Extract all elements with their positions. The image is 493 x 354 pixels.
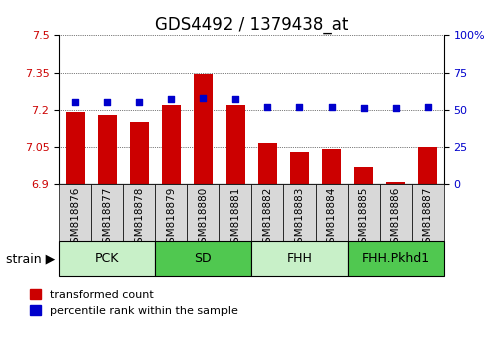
Bar xyxy=(290,152,309,184)
Point xyxy=(135,99,143,105)
FancyBboxPatch shape xyxy=(380,184,412,241)
Text: FHH.Pkhd1: FHH.Pkhd1 xyxy=(361,252,430,265)
Text: GSM818876: GSM818876 xyxy=(70,187,80,250)
Bar xyxy=(418,147,437,184)
Bar xyxy=(130,122,149,184)
Bar xyxy=(386,182,405,184)
Text: GSM818883: GSM818883 xyxy=(294,187,305,250)
Text: PCK: PCK xyxy=(95,252,119,265)
Point xyxy=(295,104,303,110)
Point xyxy=(71,99,79,105)
Text: SD: SD xyxy=(195,252,212,265)
Text: GSM818882: GSM818882 xyxy=(262,187,273,250)
Bar xyxy=(322,149,341,184)
Point xyxy=(199,95,207,101)
Text: GSM818886: GSM818886 xyxy=(390,187,401,250)
FancyBboxPatch shape xyxy=(155,241,251,276)
FancyBboxPatch shape xyxy=(251,184,283,241)
Bar xyxy=(162,105,181,184)
Point xyxy=(391,105,399,111)
Bar xyxy=(98,115,117,184)
Text: GSM818880: GSM818880 xyxy=(198,187,209,250)
Point xyxy=(359,105,367,111)
FancyBboxPatch shape xyxy=(251,241,348,276)
FancyBboxPatch shape xyxy=(348,184,380,241)
FancyBboxPatch shape xyxy=(59,241,155,276)
Text: GSM818881: GSM818881 xyxy=(230,187,241,250)
FancyBboxPatch shape xyxy=(155,184,187,241)
Bar xyxy=(226,105,245,184)
FancyBboxPatch shape xyxy=(412,184,444,241)
Legend: transformed count, percentile rank within the sample: transformed count, percentile rank withi… xyxy=(30,289,238,316)
Text: GSM818885: GSM818885 xyxy=(358,187,369,250)
Point xyxy=(167,97,176,102)
Point xyxy=(263,104,271,110)
FancyBboxPatch shape xyxy=(187,184,219,241)
Bar xyxy=(354,167,373,184)
FancyBboxPatch shape xyxy=(283,184,316,241)
FancyBboxPatch shape xyxy=(219,184,251,241)
Point xyxy=(231,97,239,102)
Bar xyxy=(66,112,85,184)
FancyBboxPatch shape xyxy=(91,184,123,241)
Point xyxy=(103,99,111,105)
FancyBboxPatch shape xyxy=(348,241,444,276)
Text: GSM818878: GSM818878 xyxy=(134,187,144,250)
Point xyxy=(327,104,335,110)
Text: GSM818877: GSM818877 xyxy=(102,187,112,250)
Text: strain ▶: strain ▶ xyxy=(6,252,55,265)
Text: GSM818887: GSM818887 xyxy=(423,187,433,250)
Text: FHH: FHH xyxy=(286,252,313,265)
FancyBboxPatch shape xyxy=(316,184,348,241)
Text: GSM818884: GSM818884 xyxy=(326,187,337,250)
Bar xyxy=(258,143,277,184)
Point xyxy=(423,104,432,110)
FancyBboxPatch shape xyxy=(123,184,155,241)
Title: GDS4492 / 1379438_at: GDS4492 / 1379438_at xyxy=(155,16,348,34)
Text: GSM818879: GSM818879 xyxy=(166,187,176,250)
Bar xyxy=(194,74,213,184)
FancyBboxPatch shape xyxy=(59,184,91,241)
